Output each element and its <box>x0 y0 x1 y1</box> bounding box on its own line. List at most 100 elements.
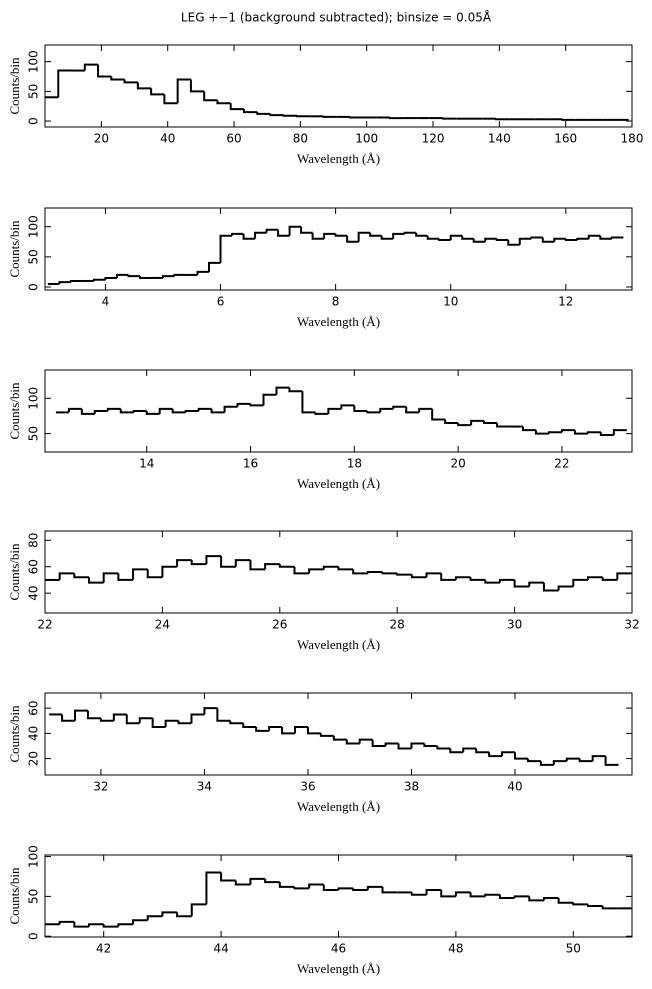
bin-step <box>616 572 632 580</box>
bin-step <box>441 117 457 120</box>
x-tick-label: 34 <box>197 780 212 794</box>
bin-step <box>151 718 166 729</box>
bin-step <box>132 410 147 413</box>
bin-step <box>58 572 75 580</box>
bin-step <box>542 582 559 592</box>
bin-step <box>425 889 442 895</box>
bin-step <box>601 577 618 581</box>
x-tick-label: 18 <box>347 457 362 471</box>
plot-frame <box>44 207 633 291</box>
bin-step <box>281 727 296 735</box>
y-tick-label: 50 <box>27 249 41 264</box>
bin-step <box>277 229 290 237</box>
bin-step <box>146 569 163 579</box>
bin-step <box>112 713 127 721</box>
plot-frame <box>44 369 633 453</box>
bin-step <box>104 276 117 280</box>
bin-step <box>576 237 589 240</box>
bin-step <box>234 880 251 886</box>
bin-step <box>349 116 364 119</box>
x-tick-label: 46 <box>331 942 346 956</box>
bin-step <box>205 871 222 905</box>
y-tick-label: 20 <box>27 751 41 766</box>
bin-step <box>381 886 398 894</box>
bin-step <box>203 91 218 102</box>
x-tick-label: 36 <box>300 780 315 794</box>
x-tick-label: 40 <box>507 780 522 794</box>
bin-step <box>496 423 511 428</box>
bin-step <box>436 745 451 750</box>
bin-step <box>591 755 606 762</box>
bin-step <box>557 585 574 591</box>
bin-step <box>513 579 530 588</box>
bin-step <box>308 883 324 889</box>
bin-step <box>438 238 451 241</box>
bin-step <box>495 118 510 121</box>
x-tick-label: 42 <box>96 942 111 956</box>
x-tick-label: 4 <box>102 295 110 309</box>
bin-step <box>138 276 152 279</box>
bin-step <box>236 402 251 407</box>
bin-step <box>110 76 125 81</box>
y-tick-label: 50 <box>27 889 41 904</box>
bin-step <box>405 406 420 414</box>
bin-step <box>138 717 153 724</box>
bin-step <box>163 94 178 105</box>
figure-title: LEG +−1 (background subtracted); binsize… <box>181 10 492 25</box>
x-tick-label: 12 <box>558 295 573 309</box>
bin-step <box>601 905 618 910</box>
x-tick-label: 22 <box>554 457 569 471</box>
bin-step <box>132 919 148 925</box>
bin-step <box>557 897 574 904</box>
bin-step <box>92 278 106 281</box>
x-tick-label: 100 <box>355 132 378 146</box>
bin-step <box>196 270 210 275</box>
bin-step <box>216 100 231 105</box>
bin-step <box>397 743 412 750</box>
bin-step <box>74 709 88 721</box>
bin-step <box>171 408 186 414</box>
bin-step <box>507 239 520 246</box>
bin-step <box>392 232 405 239</box>
y-tick-label: 80 <box>27 533 41 548</box>
bin-step <box>513 895 530 898</box>
bin-step <box>269 113 284 117</box>
bin-step <box>322 565 339 570</box>
bin-step <box>61 714 76 722</box>
bin-step <box>275 386 290 395</box>
bin-step <box>522 426 536 432</box>
x-tick-label: 26 <box>272 618 287 632</box>
bin-step <box>534 430 549 435</box>
y-tick-label: 40 <box>27 586 41 601</box>
bin-step <box>208 261 221 272</box>
bin-step <box>264 563 280 570</box>
bin-step <box>353 405 368 412</box>
bin-step <box>205 555 222 565</box>
plot-frame <box>44 530 633 614</box>
y-tick-label: 40 <box>27 726 41 741</box>
x-tick-label: 14 <box>139 457 154 471</box>
y-tick-label: 60 <box>27 700 41 715</box>
bin-step <box>572 902 588 906</box>
bin-step <box>586 576 603 580</box>
bin-step <box>396 573 412 576</box>
y-tick-label: 0 <box>27 117 41 125</box>
bin-step <box>564 238 578 241</box>
bin-step <box>369 232 382 237</box>
bin-step <box>332 735 347 741</box>
bin-step <box>484 579 500 584</box>
bin-step <box>462 747 477 753</box>
bin-step <box>371 739 386 747</box>
y-tick-label: 100 <box>27 845 41 868</box>
x-tick-label: 50 <box>566 942 581 956</box>
bin-step <box>58 281 71 284</box>
bin-step <box>449 748 464 754</box>
bin-step <box>440 890 456 898</box>
bin-step <box>256 112 271 115</box>
bin-step <box>278 564 295 568</box>
bin-step <box>604 756 619 766</box>
bin-step <box>423 743 438 747</box>
bin-step <box>161 911 178 917</box>
bin-step <box>311 232 325 240</box>
plot-frame <box>44 44 633 128</box>
